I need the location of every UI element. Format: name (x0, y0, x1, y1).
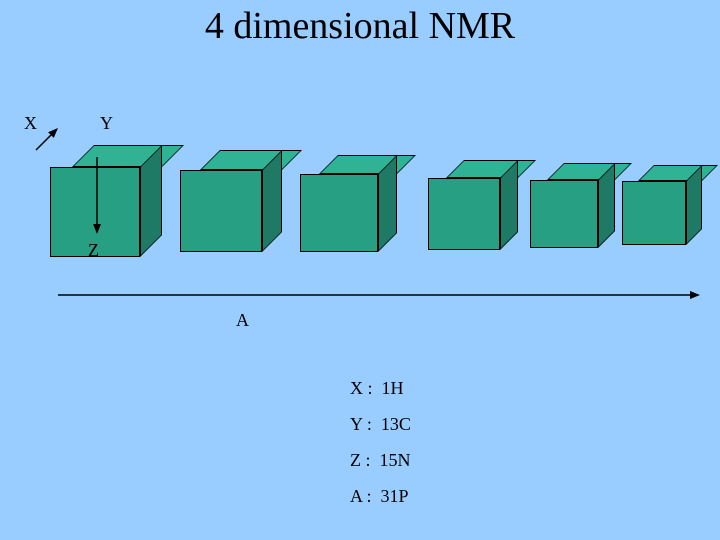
legend: X : 1HY : 13CZ : 15NA : 31P (350, 370, 411, 514)
legend-row-Y: Y : 13C (350, 406, 411, 442)
legend-row-X: X : 1H (350, 370, 411, 406)
legend-row-A: A : 31P (350, 478, 411, 514)
legend-row-Z: Z : 15N (350, 442, 411, 478)
